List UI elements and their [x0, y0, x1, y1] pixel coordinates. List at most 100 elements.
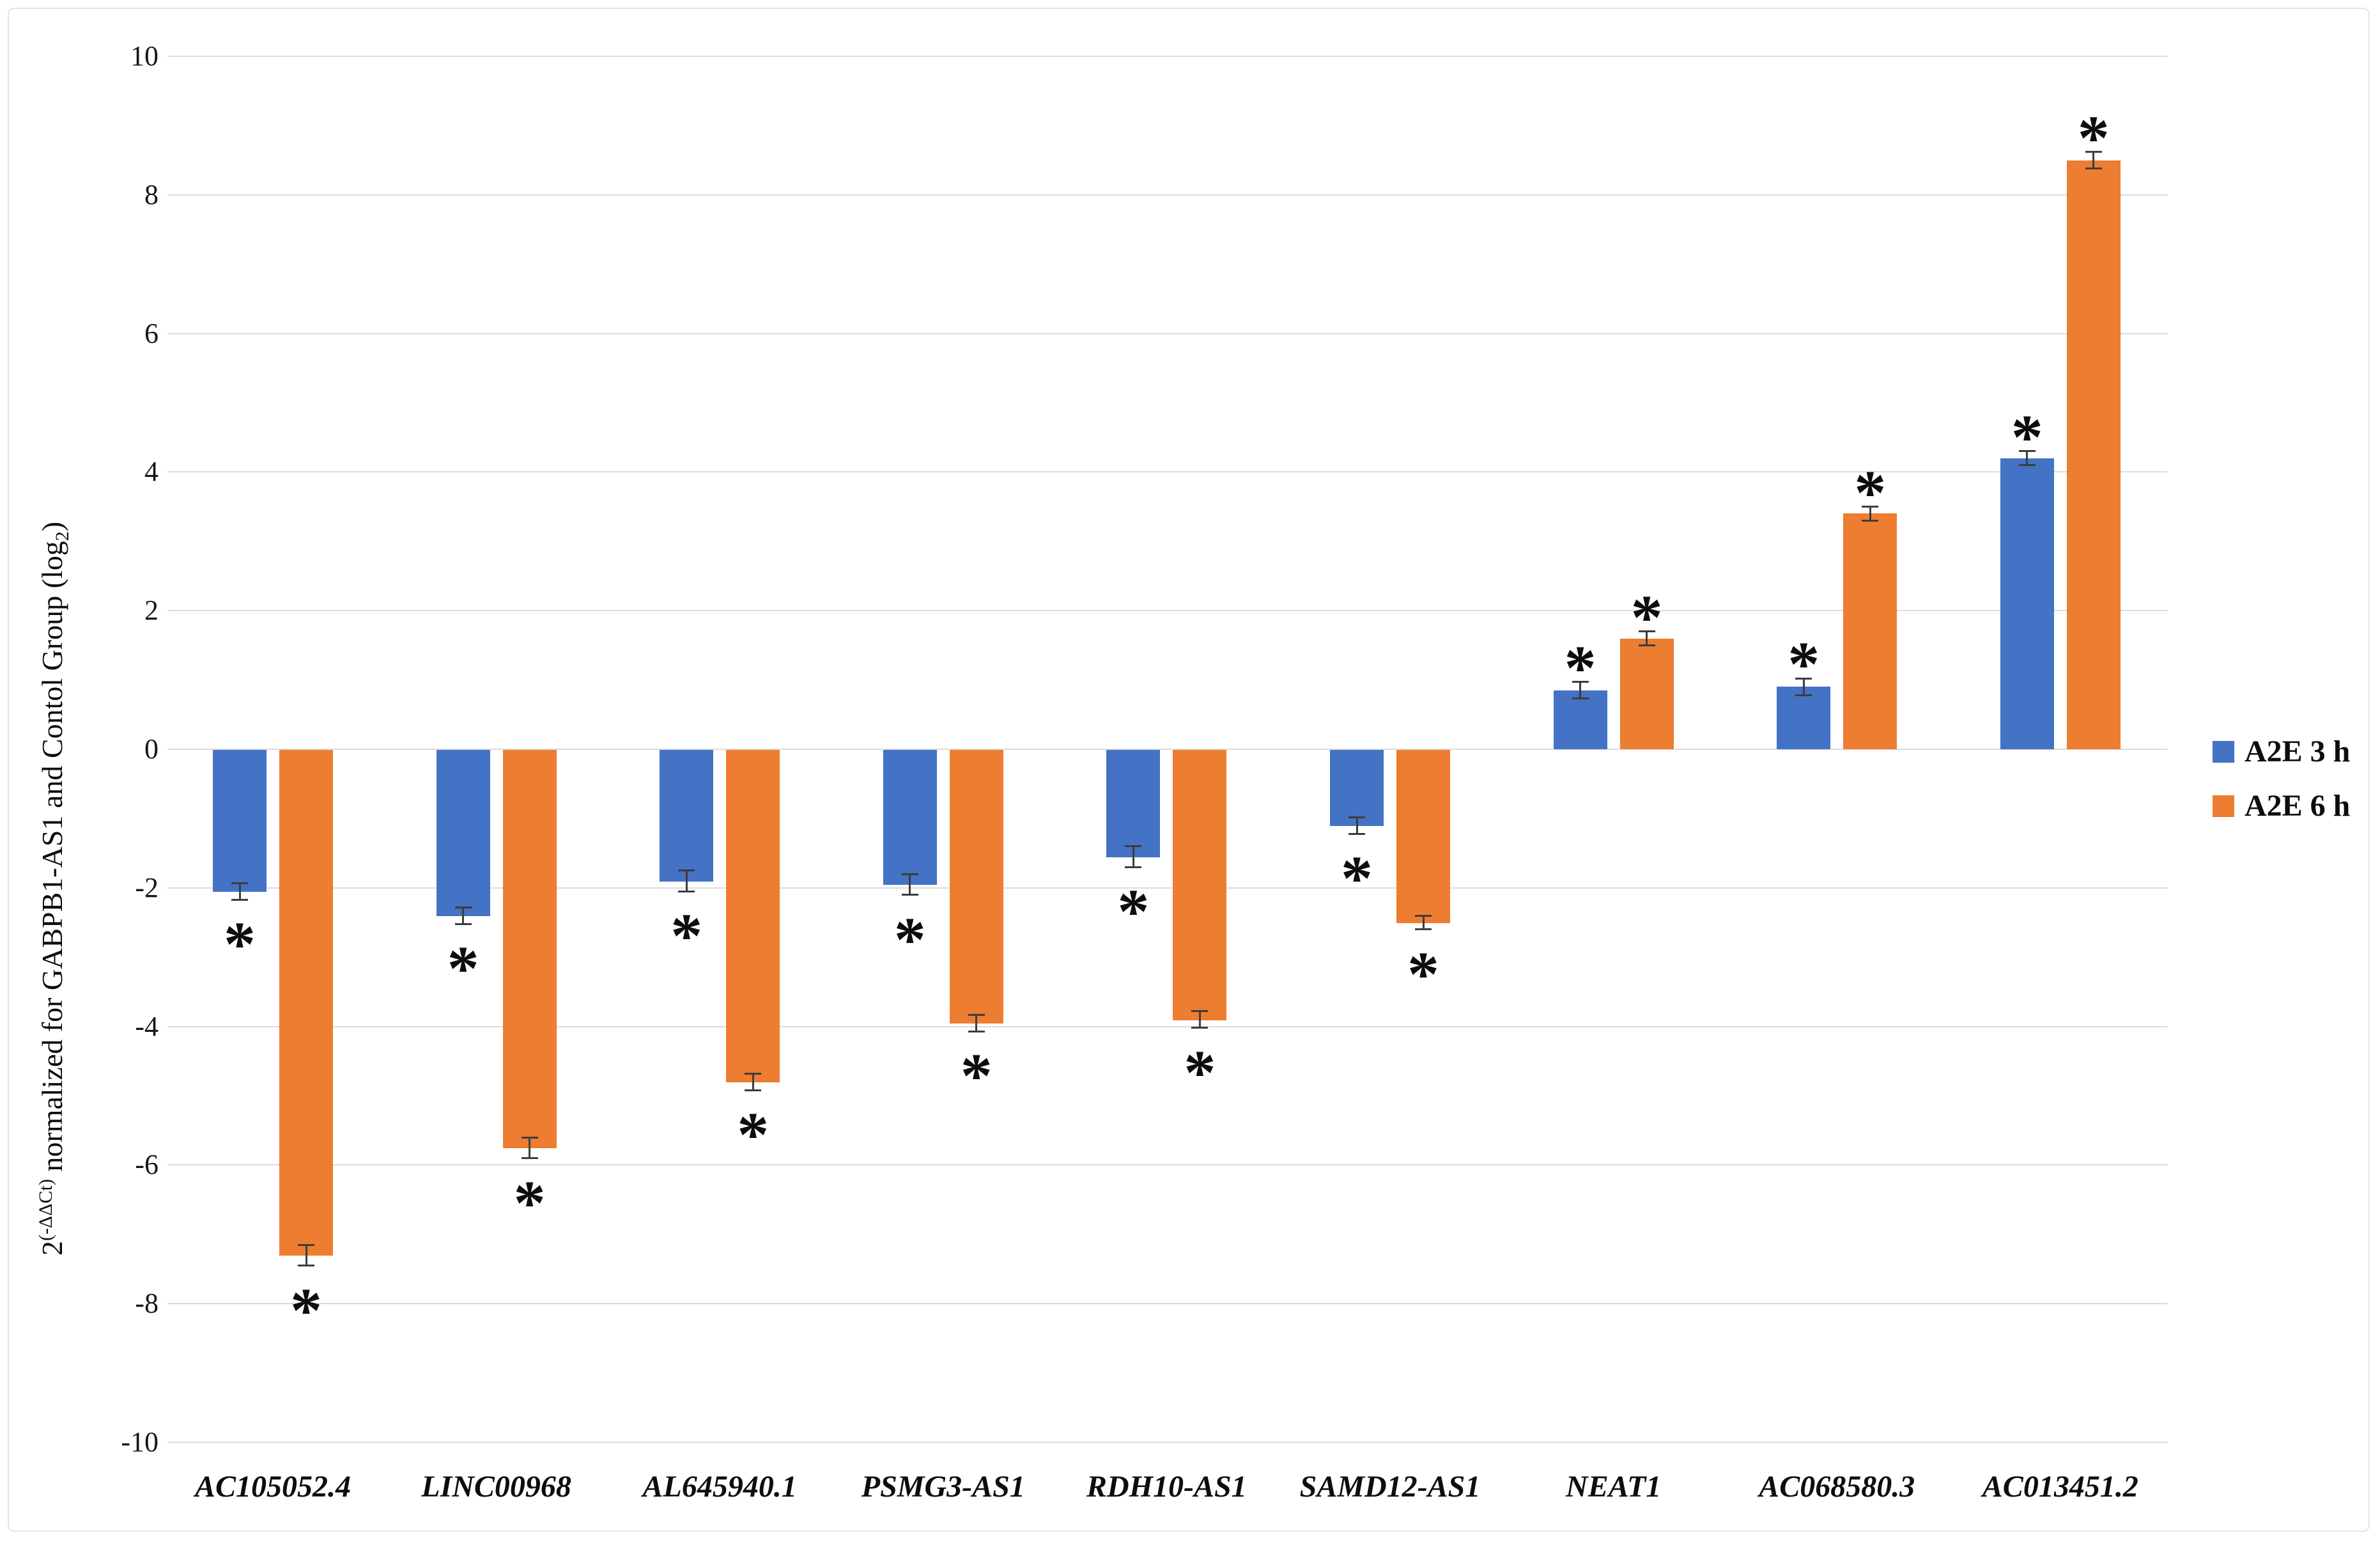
significance-asterisk: *: [1117, 876, 1150, 947]
error-bar-cap: [901, 894, 918, 896]
significance-asterisk: *: [1184, 1036, 1216, 1108]
significance-asterisk: *: [893, 903, 926, 975]
figure-frame: [8, 8, 2370, 1532]
significance-asterisk: *: [1630, 581, 1663, 653]
significance-asterisk: *: [737, 1099, 769, 1171]
gridline-y-6: [167, 332, 2168, 334]
y-tick-label: 6: [144, 317, 158, 349]
error-bar: [1579, 681, 1582, 699]
error-bar-cap: [1191, 1027, 1209, 1029]
significance-asterisk: *: [1341, 843, 1373, 914]
error-bar-cap: [901, 873, 918, 875]
error-bar-cap: [1795, 677, 1812, 680]
error-bar-cap: [1125, 845, 1142, 848]
bar-a2e-6-h-PSMG3-AS1: [949, 750, 1003, 1024]
x-category-label-NEAT1: NEAT1: [1565, 1470, 1662, 1504]
x-category-label-AC105052.4: AC105052.4: [194, 1470, 352, 1504]
gridline-y-8: [167, 194, 2168, 196]
x-category-label-AC013451.2: AC013451.2: [1982, 1470, 2138, 1504]
error-bar-cap: [521, 1136, 538, 1139]
bar-a2e-6-h-LINC00968: [502, 750, 557, 1149]
gridline-y--4: [167, 1025, 2168, 1027]
legend-swatch-a2e-3h: [2213, 740, 2234, 763]
legend-item-a2e-3h: A2E 3 h: [2213, 734, 2350, 769]
error-bar-cap: [2085, 167, 2102, 170]
error-bar-cap: [968, 1013, 985, 1016]
gridline-y--8: [167, 1303, 2168, 1305]
error-bar: [975, 1015, 978, 1032]
error-bar-cap: [678, 890, 695, 892]
error-bar-cap: [1415, 928, 1432, 931]
bar-a2e-3-h-AC105052.4: [213, 750, 267, 892]
error-bar: [462, 907, 465, 924]
error-bar-cap: [968, 1030, 985, 1032]
significance-asterisk: *: [224, 908, 256, 980]
y-tick-label: 4: [144, 456, 158, 488]
legend-item-a2e-6h: A2E 6 h: [2213, 788, 2350, 823]
error-bar-cap: [745, 1089, 762, 1091]
error-bar: [752, 1073, 754, 1091]
bar-a2e-6-h-NEAT1: [1619, 638, 1674, 749]
error-bar-cap: [2018, 464, 2036, 467]
significance-asterisk: *: [1854, 456, 1887, 528]
significance-asterisk: *: [2011, 401, 2043, 472]
error-bar-cap: [1638, 630, 1655, 633]
significance-asterisk: *: [1564, 632, 1596, 703]
error-bar-cap: [1415, 914, 1432, 917]
bar-a2e-6-h-AC068580.3: [1843, 513, 1897, 749]
bar-a2e-6-h-AC013451.2: [2066, 160, 2121, 749]
bar-a2e-3-h-NEAT1: [1553, 690, 1607, 749]
legend-label-a2e-6h: A2E 6 h: [2245, 789, 2351, 823]
error-bar-cap: [2085, 151, 2102, 153]
error-bar-cap: [298, 1265, 314, 1267]
error-bar-cap: [231, 882, 248, 884]
error-bar: [305, 1245, 307, 1266]
error-bar-cap: [1862, 519, 1879, 522]
bar-a2e-6-h-RDH10-AS1: [1173, 750, 1227, 1020]
error-bar: [1132, 846, 1134, 868]
error-bar: [2092, 152, 2095, 169]
error-bar: [2026, 451, 2028, 465]
error-bar-cap: [521, 1157, 538, 1160]
significance-asterisk: *: [670, 900, 703, 972]
error-bar-cap: [1125, 866, 1142, 868]
error-bar-cap: [454, 906, 472, 908]
bar-a2e-3-h-LINC00968: [436, 750, 490, 917]
significance-asterisk: *: [1788, 628, 1820, 700]
error-bar-cap: [298, 1243, 314, 1246]
error-bar-cap: [678, 869, 695, 872]
error-bar: [1646, 631, 1648, 646]
error-bar: [1869, 506, 1871, 521]
bar-a2e-3-h-AC068580.3: [1777, 687, 1831, 749]
bar-a2e-3-h-RDH10-AS1: [1106, 750, 1161, 858]
error-bar: [1802, 678, 1805, 696]
x-category-label-PSMG3-AS1: PSMG3-AS1: [861, 1470, 1025, 1504]
bar-a2e-3-h-SAMD12-AS1: [1330, 750, 1384, 827]
significance-asterisk: *: [960, 1040, 993, 1112]
gridline-y--2: [167, 887, 2168, 889]
error-bar-cap: [2018, 450, 2036, 453]
significance-asterisk: *: [2077, 102, 2110, 173]
error-bar-cap: [1638, 644, 1655, 646]
error-bar-cap: [1862, 506, 1879, 508]
error-bar: [1356, 817, 1358, 834]
error-bar-cap: [231, 898, 248, 901]
legend: A2E 3 h A2E 6 h: [2213, 734, 2350, 843]
bar-a2e-3-h-AC013451.2: [2000, 458, 2054, 749]
y-tick-label: -6: [135, 1149, 158, 1181]
bar-a2e-6-h-AL645940.1: [726, 750, 780, 1083]
gridline-y-10: [167, 56, 2168, 57]
y-tick-label: 10: [130, 40, 158, 72]
error-bar: [685, 870, 688, 892]
y-tick-label: -8: [135, 1288, 158, 1320]
y-tick-label: 2: [144, 595, 158, 627]
x-category-label-AC068580.3: AC068580.3: [1759, 1470, 1915, 1504]
error-bar-cap: [1348, 816, 1365, 818]
significance-asterisk: *: [1407, 938, 1439, 1009]
error-bar: [238, 883, 241, 900]
x-category-label-AL645940.1: AL645940.1: [642, 1470, 797, 1504]
error-bar-cap: [745, 1072, 762, 1075]
gridline-y--6: [167, 1164, 2168, 1166]
error-bar: [909, 874, 911, 895]
